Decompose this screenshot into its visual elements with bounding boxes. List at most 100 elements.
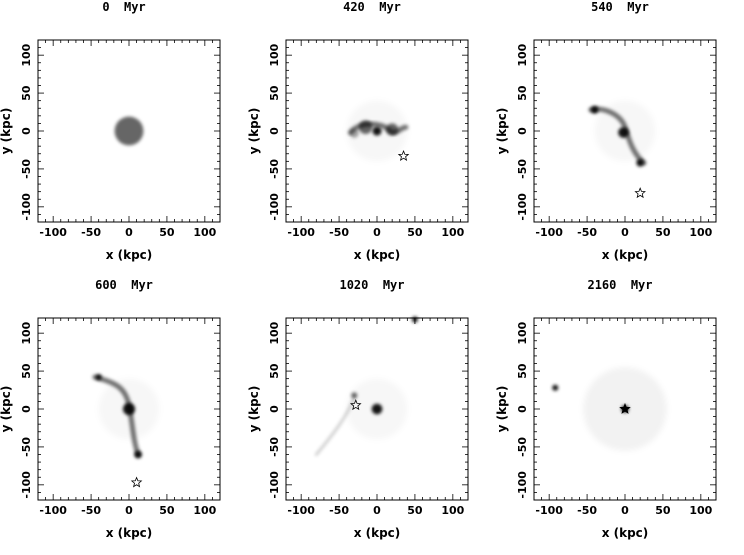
panel-5: 2160 Myr -100 -50 0 50 100 -100 -50 0 50 100 x (kpc… [495,278,744,555]
y-tick-label: -50 [516,159,529,179]
panel-title: 600 Myr [95,278,153,292]
galaxy-blob [349,128,359,138]
panel-0: 0 Myr -100 -50 0 50 100 -100 -50 0 50 100 x (kpc) y … [0,0,248,277]
companion-star-icon [634,187,646,199]
y-tick-label: 100 [516,43,529,66]
galaxy-blob [636,159,644,167]
y-tick-label: 100 [268,321,281,344]
panel-title: 1020 Myr [339,278,405,292]
galaxy-blob [590,105,599,114]
x-tick-label: 0 [621,226,629,239]
y-tick-label: 100 [20,43,33,66]
companion-star-icon [619,402,631,414]
galaxy-blob [114,116,144,146]
panel-title: 0 Myr [102,0,146,14]
x-tick-label: 100 [689,504,712,517]
galaxy-blob [122,402,136,416]
x-tick-label: 50 [407,504,423,517]
y-tick-label: -100 [20,471,33,499]
panel-title: 420 Myr [343,0,401,14]
y-axis-label: y (kpc) [247,108,261,155]
y-tick-label: -100 [268,193,281,221]
x-tick-label: -50 [577,226,597,239]
x-tick-label: -100 [39,226,67,239]
y-tick-label: -100 [516,193,529,221]
x-axis-label: x (kpc) [602,248,649,262]
y-tick-label: 100 [20,321,33,344]
x-tick-label: 0 [373,504,381,517]
x-tick-label: 0 [125,226,133,239]
x-tick-label: -100 [39,504,67,517]
x-axis-label: x (kpc) [354,248,401,262]
y-axis-label: y (kpc) [0,108,13,155]
panel-4: 1020 Myr -100 -50 0 50 100 -100 -50 0 50 100 x (kpc… [247,278,496,555]
x-tick-label: -100 [287,504,315,517]
galaxy-blob [134,450,142,459]
y-tick-label: 50 [516,363,529,379]
panel-3: 600 Myr -100 -50 0 50 100 -100 -50 0 50 100 x (kpc)… [0,278,248,555]
x-tick-label: 100 [193,226,216,239]
y-tick-label: 100 [516,321,529,344]
y-tick-label: -50 [516,437,529,457]
x-tick-label: 50 [159,226,175,239]
x-tick-label: 100 [441,504,464,517]
y-tick-label: 50 [268,85,281,101]
plot-svg: -100 -50 0 50 100 -100 -50 0 50 100 x (kpc) y (kpc) [0,39,221,262]
plot-svg: -100 -50 0 50 100 -100 -50 0 50 100 x (kpc) y (kpc) [495,317,717,540]
y-axis-label: y (kpc) [495,108,509,155]
x-tick-label: 0 [373,226,381,239]
plot-svg: -100 -50 0 50 100 -100 -50 0 50 100 x (kpc) y (kpc) [247,39,469,262]
galaxy-blob [351,392,358,399]
x-tick-label: 0 [621,504,629,517]
galaxy-blob [386,123,399,136]
galaxy-blob [371,403,383,415]
x-tick-label: -100 [535,226,563,239]
y-tick-label: 0 [268,127,281,135]
galaxy-blob [552,384,559,391]
y-axis-label: y (kpc) [0,386,13,433]
x-tick-label: -50 [577,504,597,517]
y-tick-label: 50 [20,85,33,101]
panel-2: 540 Myr -100 -50 0 50 100 -100 -50 0 50 100 x (kpc)… [495,0,744,277]
y-tick-label: 0 [268,405,281,413]
y-tick-label: 0 [516,405,529,413]
companion-star-icon [349,399,362,411]
plot-svg: -100 -50 0 50 100 -100 -50 0 50 100 x (kpc) y (kpc) [495,39,717,262]
galaxy-blob [372,126,382,136]
panel-title: 540 Myr [591,0,649,14]
plot-svg: -100 -50 0 50 100 -100 -50 0 50 100 x (kpc) y (kpc) [247,316,469,540]
x-axis-label: x (kpc) [106,248,153,262]
x-tick-label: 0 [125,504,133,517]
y-tick-label: 100 [268,43,281,66]
galaxy-blob [358,120,373,135]
tidal-tail [314,396,356,456]
x-tick-label: -50 [329,504,349,517]
x-tick-label: -100 [535,504,563,517]
x-tick-label: 50 [655,504,671,517]
x-tick-label: 50 [159,504,175,517]
x-tick-label: -50 [81,504,101,517]
x-tick-label: 50 [655,226,671,239]
y-axis-label: y (kpc) [495,386,509,433]
x-tick-label: 50 [407,226,423,239]
galaxy-blob [618,127,629,138]
y-tick-label: -50 [268,437,281,457]
panel-1: 420 Myr -100 -50 0 50 100 -100 -50 0 50 100 x (kpc)… [247,0,496,277]
y-axis-label: y (kpc) [247,386,261,433]
y-tick-label: 0 [20,405,33,413]
y-tick-label: -100 [20,193,33,221]
y-tick-label: -50 [268,159,281,179]
y-tick-label: -100 [268,471,281,499]
y-tick-label: 50 [268,363,281,379]
x-tick-label: -50 [329,226,349,239]
galaxy-blob [95,374,102,381]
tidal-tail [588,106,647,166]
y-tick-label: -50 [20,159,33,179]
x-tick-label: 100 [689,226,712,239]
y-tick-label: 50 [20,363,33,379]
x-axis-label: x (kpc) [106,526,153,540]
y-tick-label: 50 [516,85,529,101]
x-tick-label: 100 [193,504,216,517]
x-axis-label: x (kpc) [354,526,401,540]
companion-star-icon [397,149,410,161]
